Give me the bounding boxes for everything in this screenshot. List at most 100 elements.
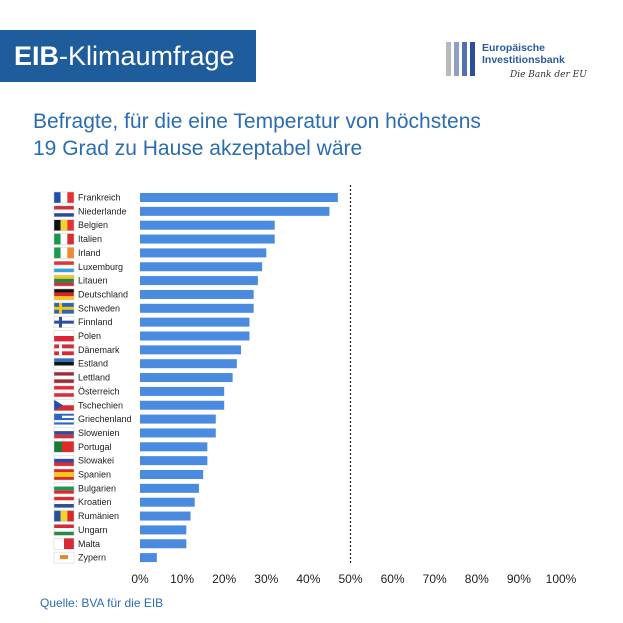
category-label: Bulgarien [78, 483, 116, 493]
bar [140, 400, 225, 410]
x-tick-label: 50% [338, 572, 362, 586]
flag-icon [53, 205, 75, 218]
flag-icon [53, 510, 75, 522]
category-label: Luxemburg [78, 262, 123, 272]
logo-text: Europäische Investitionsbank [482, 42, 565, 66]
bar [140, 373, 233, 383]
logo-tagline: Die Bank der EU [510, 70, 587, 80]
bar [140, 331, 250, 341]
bar [140, 345, 242, 355]
bar [140, 497, 195, 507]
bar [140, 442, 208, 452]
bar [140, 248, 267, 258]
x-tick-label: 30% [254, 572, 278, 586]
x-tick-label: 60% [381, 572, 405, 586]
bar [140, 262, 263, 272]
category-label: Slowakei [78, 456, 114, 466]
x-tick-label: 90% [507, 572, 531, 586]
flag-icon [53, 191, 75, 204]
category-label: Griechenland [78, 414, 132, 424]
bar [140, 511, 191, 521]
flag-icon [53, 288, 75, 301]
flag-icon [53, 302, 75, 315]
category-label: Niederlande [78, 206, 127, 216]
category-label: Portugal [78, 442, 112, 452]
category-label: Rumänien [78, 511, 119, 521]
flag-icon [53, 357, 75, 370]
category-label: Lettland [78, 373, 110, 383]
category-label: Tschechien [78, 400, 123, 410]
bar [140, 414, 216, 424]
bar [140, 206, 330, 216]
flag-icon [53, 344, 75, 356]
category-label: Dänemark [78, 345, 120, 355]
bar [140, 483, 199, 493]
flag-icon [53, 468, 75, 481]
flag-icon [53, 371, 75, 384]
category-label: Spanien [78, 470, 111, 480]
x-tick-label: 70% [423, 572, 447, 586]
category-label: Belgien [78, 220, 108, 230]
flag-icon [53, 385, 75, 398]
flag-icon [53, 538, 75, 550]
bar [140, 303, 254, 313]
category-label: Polen [78, 331, 101, 341]
bar [140, 276, 258, 286]
flag-icon [53, 274, 75, 287]
chart-title-line-2: 19 Grad zu Hause akzeptabel wäre [33, 137, 363, 160]
header-banner: EIB -Klimaumfrage [0, 30, 256, 82]
bar [140, 525, 187, 535]
flag-icon [53, 482, 75, 495]
bar [140, 359, 237, 369]
category-label: Kroatien [78, 497, 112, 507]
bar [140, 456, 208, 466]
category-label: Ungarn [78, 525, 108, 535]
category-label: Irland [78, 248, 101, 258]
bar [140, 317, 250, 327]
x-tick-label: 80% [465, 572, 489, 586]
flag-icon [53, 330, 75, 342]
bar [140, 428, 216, 438]
x-tick-label: 0% [131, 572, 149, 586]
flag-icon [53, 316, 75, 328]
flag-icon [53, 247, 75, 259]
eib-logo: Europäische Investitionsbank Die Bank de… [442, 38, 612, 90]
flag-icon [53, 399, 75, 411]
flag-icon [53, 551, 75, 564]
category-label: Deutschland [78, 289, 128, 299]
category-label: Italien [78, 234, 102, 244]
bar [140, 539, 187, 549]
flag-icon [53, 219, 75, 231]
bar [140, 193, 338, 202]
category-label: Österreich [78, 386, 120, 396]
category-label: Estland [78, 359, 108, 369]
flag-icon [53, 524, 75, 536]
flag-icon [53, 427, 75, 439]
bar [140, 234, 275, 244]
source-note: Quelle: BVA für die EIB [40, 596, 164, 610]
bar [140, 220, 275, 230]
bar [140, 386, 225, 396]
x-tick-label: 20% [212, 572, 236, 586]
chart-title-line-1: Befragte, für die eine Temperatur von hö… [33, 110, 481, 133]
brand-title: -Klimaumfrage [59, 40, 235, 71]
category-label: Finnland [78, 317, 113, 327]
category-label: Frankreich [78, 193, 121, 203]
category-label: Litauen [78, 276, 108, 286]
category-label: Malta [78, 539, 100, 549]
bar [140, 470, 204, 479]
flag-icon [53, 441, 75, 453]
x-tick-label: 100% [546, 572, 577, 586]
brand-bold: EIB [14, 40, 60, 71]
bar [140, 553, 157, 563]
flag-icon [53, 454, 75, 467]
bar [140, 289, 254, 299]
eib-logo-icon [446, 42, 475, 76]
category-label: Zypern [78, 553, 106, 563]
x-tick-label: 40% [296, 572, 320, 586]
flag-icon [53, 496, 75, 508]
flag-icon [53, 413, 75, 425]
category-label: Schweden [78, 303, 120, 313]
chart-title: Befragte, für die eine Temperatur von hö… [33, 108, 593, 162]
